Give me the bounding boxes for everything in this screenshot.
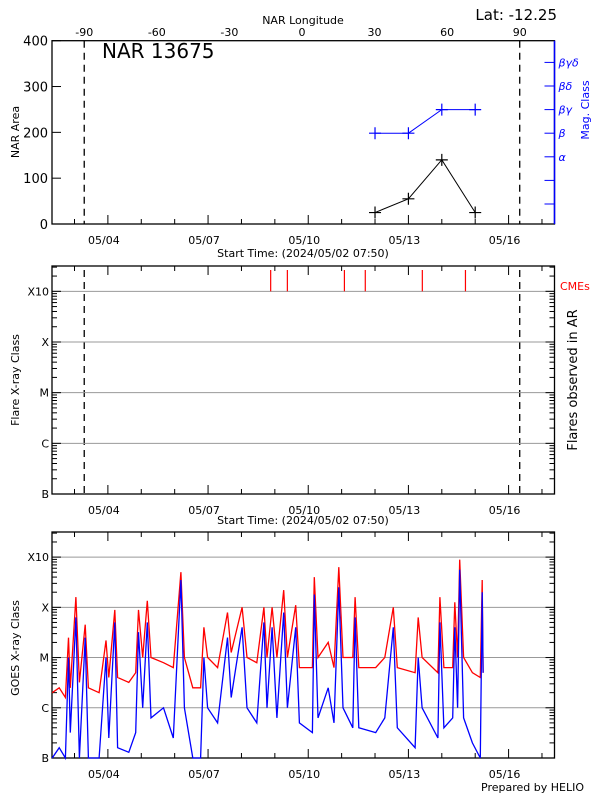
- longitude-tick-label: 0: [298, 26, 305, 39]
- nar-area-point: [469, 206, 482, 219]
- x-tick-label: 05/04: [88, 234, 120, 247]
- mag-class-line: [375, 109, 476, 134]
- goes-class-axis-label: GOES X-ray Class: [9, 600, 22, 696]
- y-tick-label: X10: [27, 285, 49, 298]
- y-tick-label: C: [41, 702, 49, 715]
- nar-area-axis-label: NAR Area: [9, 106, 22, 158]
- lat-label: Lat: -12.25: [475, 6, 557, 24]
- x-tick-label: 05/13: [389, 234, 421, 247]
- plot-frame-panel-1: [51, 40, 556, 225]
- x-tick-label: 05/10: [288, 234, 320, 247]
- x-tick-label: 05/07: [188, 768, 220, 781]
- x-tick-label: 05/10: [288, 504, 320, 517]
- region-title: NAR 13675: [102, 39, 215, 63]
- plot-frame-panel-3: [51, 531, 556, 759]
- mag-class-tick-label: βγ: [558, 104, 573, 117]
- panel2-xlabel: Start Time: (2024/05/02 07:50): [217, 514, 389, 527]
- nar-area-point: [369, 206, 382, 219]
- y-tick-label: X: [41, 601, 49, 614]
- y-tick-label: C: [41, 437, 49, 450]
- x-tick-label: 05/04: [88, 768, 120, 781]
- nar-area-line: [374, 159, 476, 214]
- x-tick-label: 05/07: [188, 504, 220, 517]
- x-tick-label: 05/04: [88, 504, 120, 517]
- goes-short-channel-line: [51, 569, 484, 761]
- nar-area-point: [435, 153, 448, 166]
- x-tick-label: 05/13: [389, 768, 421, 781]
- x-tick-label: 05/10: [288, 768, 320, 781]
- mag-class-point: [469, 103, 482, 116]
- longitude-tick-label: -60: [148, 26, 166, 39]
- mag-class-point: [369, 127, 382, 140]
- x-tick-label: 05/16: [489, 234, 521, 247]
- cmes-label: CMEs: [560, 280, 590, 293]
- longitude-tick-label: -90: [75, 26, 93, 39]
- longitude-tick-label: -30: [220, 26, 238, 39]
- mag-class-tick-label: β: [558, 127, 566, 140]
- y-tick-label: M: [40, 652, 50, 665]
- x-tick-label: 05/16: [489, 768, 521, 781]
- mag-class-tick-label: βδ: [558, 80, 573, 93]
- y-tick-label: B: [41, 488, 49, 501]
- prepared-by-credit: Prepared by HELIO: [481, 781, 584, 794]
- y-tick-label: M: [40, 387, 50, 400]
- mag-class-tick-label: βγδ: [558, 56, 580, 69]
- top-axis-title: NAR Longitude: [262, 14, 344, 27]
- panel1-xlabel: Start Time: (2024/05/02 07:50): [217, 247, 389, 260]
- longitude-tick-label: 60: [440, 26, 454, 39]
- y-tick-label: 100: [23, 172, 48, 187]
- chart-marks: 05/04 05/07 05/10 05/13 05/16 05/04 05/07 05/10…: [23, 26, 579, 781]
- y-tick-label: B: [41, 752, 49, 765]
- x-tick-label: 05/16: [489, 504, 521, 517]
- y-tick-label: X: [41, 336, 49, 349]
- y-tick-label: 0: [40, 218, 48, 233]
- mag-class-point: [402, 127, 415, 140]
- y-tick-label: 200: [23, 126, 48, 141]
- y-tick-label: 300: [23, 81, 48, 96]
- nar-area-point: [402, 192, 415, 205]
- y-tick-label: 400: [23, 35, 48, 50]
- x-tick-label: 05/07: [188, 234, 220, 247]
- flares-observed-label: Flares observed in AR: [566, 309, 581, 450]
- mag-class-tick-label: α: [559, 151, 567, 164]
- x-tick-label: 05/13: [389, 504, 421, 517]
- goes-long-channel-line: [51, 559, 484, 700]
- mag-class-axis-label: Mag. Class: [579, 80, 592, 139]
- mag-class-point: [435, 103, 448, 116]
- longitude-tick-label: 90: [513, 26, 527, 39]
- flare-class-axis-label: Flare X-ray Class: [9, 334, 22, 426]
- y-tick-label: X10: [27, 551, 49, 564]
- plot-frame-panel-2: [51, 265, 556, 495]
- longitude-tick-label: 30: [368, 26, 382, 39]
